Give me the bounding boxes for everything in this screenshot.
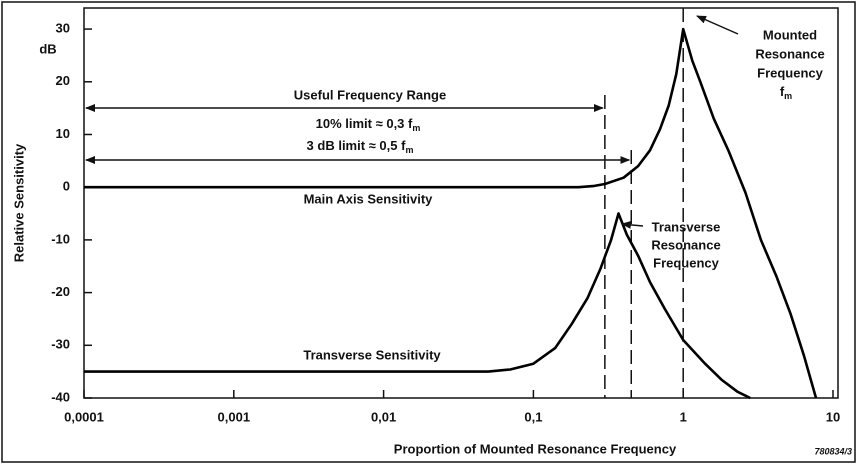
y-tick-label: 10 <box>56 126 70 141</box>
annotation-text: f <box>780 84 785 99</box>
line-series <box>84 27 818 399</box>
y-tick-label: -30 <box>51 337 70 352</box>
x-tick-label: 1 <box>680 409 687 424</box>
annotation: Resonance <box>651 237 720 252</box>
y-tick-label: 30 <box>56 21 70 36</box>
annotation: Mounted <box>763 27 817 42</box>
x-tick-label: 0,1 <box>524 409 542 424</box>
x-tick-label: 0,0001 <box>64 409 104 424</box>
annotation: 3 dB limit ≈ 0,5 fm <box>307 138 414 155</box>
annotation-subscript: m <box>412 123 420 133</box>
annotation: Frequency <box>653 255 720 270</box>
y-tick-label: -10 <box>51 231 70 246</box>
series-label: Transverse Sensitivity <box>303 347 441 362</box>
x-axis-title: Proportion of Mounted Resonance Frequenc… <box>394 441 677 456</box>
series-label: Main Axis Sensitivity <box>304 191 434 206</box>
annotation-subscript: m <box>784 91 792 101</box>
x-tick-label: 0,001 <box>218 409 251 424</box>
x-tick-label: 10 <box>826 409 840 424</box>
annotation: Useful Frequency Range <box>294 87 446 102</box>
line-series <box>84 212 751 400</box>
annotation: fm <box>780 84 792 101</box>
y-tick-label: -20 <box>51 284 70 299</box>
annotation: 10% limit ≈ 0,3 fm <box>316 116 421 133</box>
y-axis-title: Relative Sensitivity <box>11 143 26 262</box>
figure-code: 780834/3 <box>814 446 852 456</box>
annotation-arrow <box>620 220 644 229</box>
annotation: Transverse <box>652 219 721 234</box>
y-tick-label: 20 <box>56 73 70 88</box>
x-tick-label: 0,01 <box>371 409 396 424</box>
annotation: Resonance <box>755 46 824 61</box>
annotation-arrow <box>696 15 739 35</box>
annotation-text: 3 dB limit ≈ 0,5 f <box>307 138 407 153</box>
annotation-text: 10% limit ≈ 0,3 f <box>316 116 413 131</box>
y-tick-label: 0 <box>63 179 70 194</box>
plot-frame <box>83 7 839 399</box>
y-unit: dB <box>39 41 56 56</box>
y-tick-label: -40 <box>51 389 70 404</box>
annotation-subscript: m <box>405 145 413 155</box>
annotation: Frequency <box>757 65 824 80</box>
